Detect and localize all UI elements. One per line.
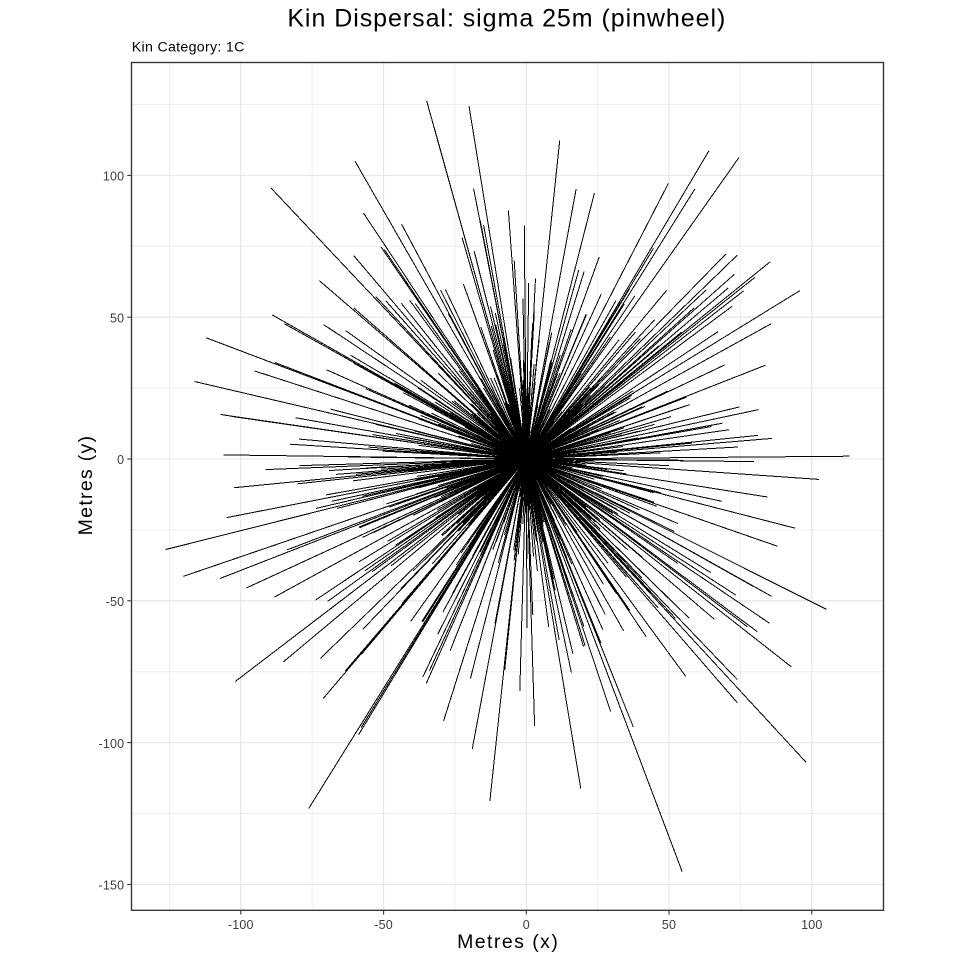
svg-text:50: 50: [110, 311, 124, 325]
svg-text:Kin Category: 1C: Kin Category: 1C: [132, 40, 245, 56]
svg-text:-50: -50: [106, 595, 125, 609]
svg-text:-100: -100: [228, 918, 254, 932]
svg-text:0: 0: [117, 453, 124, 467]
svg-text:Kin Dispersal: sigma 25m (pinw: Kin Dispersal: sigma 25m (pinwheel): [287, 5, 726, 33]
svg-text:50: 50: [662, 918, 676, 932]
svg-text:-150: -150: [98, 879, 124, 893]
svg-text:100: 100: [103, 170, 124, 184]
svg-text:0: 0: [523, 918, 530, 932]
svg-text:Metres (y): Metres (y): [75, 435, 97, 536]
svg-text:-50: -50: [374, 918, 393, 932]
svg-text:-100: -100: [98, 737, 124, 751]
svg-text:Metres (x): Metres (x): [457, 931, 559, 953]
svg-text:100: 100: [801, 918, 822, 932]
